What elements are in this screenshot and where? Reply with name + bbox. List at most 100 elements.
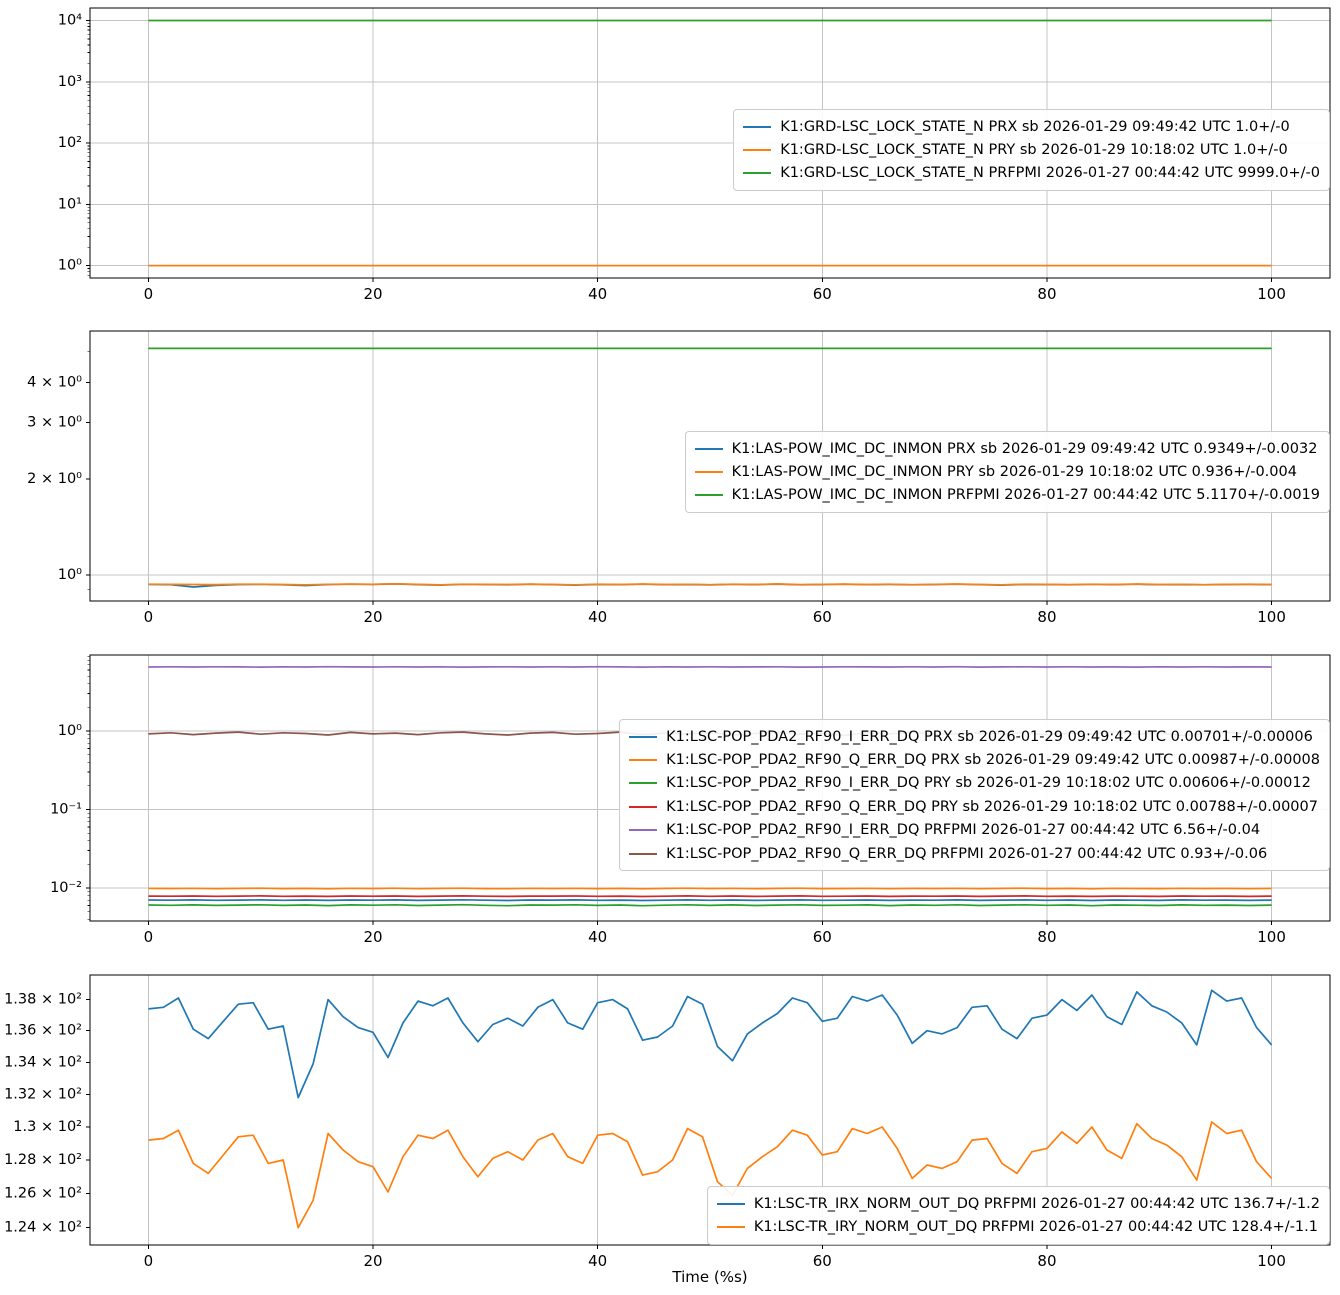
legend-line-swatch: [694, 494, 723, 497]
legend-line-swatch: [629, 829, 658, 832]
legend-line-swatch: [716, 1226, 745, 1229]
legend-entry: K1:LSC-TR_IRY_NORM_OUT_DQ PRFPMI 2026-01…: [716, 1215, 1320, 1238]
x-tick-label: 60: [813, 608, 832, 626]
x-tick-label: 0: [144, 608, 154, 626]
x-tick-label: 20: [363, 285, 382, 303]
legend-entry-label: K1:LAS-POW_IMC_DC_INMON PRFPMI 2026-01-2…: [731, 487, 1320, 504]
x-tick-label: 20: [363, 1252, 382, 1270]
legend-entry: K1:GRD-LSC_LOCK_STATE_N PRY sb 2026-01-2…: [743, 138, 1320, 161]
axes-frame-3: [89, 654, 1331, 922]
legend-plot-4: K1:LSC-TR_IRX_NORM_OUT_DQ PRFPMI 2026-01…: [706, 1186, 1330, 1245]
series-lsc-tr-irx-norm-out-dq-prfpmi: [148, 989, 1273, 1099]
x-tick-label: 80: [1037, 1252, 1056, 1270]
x-axis-label: Time (%s): [672, 1268, 748, 1286]
y-tick-label: 10¹: [58, 196, 82, 212]
x-tick-label: 40: [588, 928, 607, 946]
legend-entry: K1:LAS-POW_IMC_DC_INMON PRFPMI 2026-01-2…: [694, 484, 1320, 507]
legend-entry: K1:LAS-POW_IMC_DC_INMON PRX sb 2026-01-2…: [694, 437, 1320, 460]
legend-line-swatch: [743, 172, 772, 175]
legend-entry-label: K1:GRD-LSC_LOCK_STATE_N PRY sb 2026-01-2…: [780, 142, 1288, 159]
legend-entry: K1:LSC-POP_PDA2_RF90_I_ERR_DQ PRX sb 202…: [629, 725, 1320, 748]
legend-entry-label: K1:LSC-POP_PDA2_RF90_Q_ERR_DQ PRX sb 202…: [666, 752, 1320, 769]
series-lsc-pop-pda2-rf90-q-err-dq-prx: [148, 887, 1272, 890]
x-tick-label: 20: [363, 928, 382, 946]
y-tick-label: 10⁻¹: [50, 802, 82, 818]
legend-entry-label: K1:LAS-POW_IMC_DC_INMON PRY sb 2026-01-2…: [731, 464, 1297, 481]
x-tick-label: 20: [363, 608, 382, 626]
series-las-pow-imc-dc-inmon-pry: [148, 582, 1272, 586]
series-lsc-tr-iry-norm-out-dq-prfpmi: [148, 1121, 1273, 1229]
legend-entry: K1:LSC-POP_PDA2_RF90_Q_ERR_DQ PRFPMI 202…: [629, 842, 1320, 865]
legend-entry-label: K1:LSC-TR_IRY_NORM_OUT_DQ PRFPMI 2026-01…: [753, 1219, 1318, 1236]
x-tick-label: 80: [1037, 608, 1056, 626]
y-tick-label: 10⁻²: [50, 880, 82, 896]
x-tick-label: 100: [1257, 285, 1286, 303]
x-tick-label: 100: [1257, 608, 1286, 626]
y-tick-label: 1.34 × 10²: [4, 1054, 82, 1070]
axes-frame-4: [89, 974, 1331, 1246]
legend-entry-label: K1:LSC-TR_IRX_NORM_OUT_DQ PRFPMI 2026-01…: [753, 1195, 1320, 1212]
legend-entry: K1:GRD-LSC_LOCK_STATE_N PRFPMI 2026-01-2…: [743, 162, 1320, 185]
y-tick-label: 3 × 10⁰: [27, 415, 82, 431]
legend-entry-label: K1:LAS-POW_IMC_DC_INMON PRX sb 2026-01-2…: [731, 440, 1318, 457]
y-tick-label: 1.38 × 10²: [4, 992, 82, 1008]
x-tick-label: 60: [813, 1252, 832, 1270]
y-tick-label: 1.32 × 10²: [4, 1086, 82, 1102]
y-tick-label: 4 × 10⁰: [27, 375, 82, 391]
axes-frame-1: [89, 7, 1331, 279]
x-tick-label: 80: [1037, 928, 1056, 946]
legend-line-swatch: [629, 735, 658, 738]
y-tick-label: 1.26 × 10²: [4, 1186, 82, 1202]
x-tick-label: 60: [813, 928, 832, 946]
series-lsc-pop-pda2-rf90-i-err-dq-pry: [148, 903, 1272, 907]
x-tick-label: 100: [1257, 928, 1286, 946]
legend-entry-label: K1:LSC-POP_PDA2_RF90_I_ERR_DQ PRX sb 202…: [666, 728, 1313, 745]
legend-line-swatch: [743, 125, 772, 128]
legend-entry: K1:LSC-POP_PDA2_RF90_I_ERR_DQ PRY sb 202…: [629, 772, 1320, 795]
legend-entry: K1:LSC-POP_PDA2_RF90_Q_ERR_DQ PRX sb 202…: [629, 748, 1320, 771]
x-tick-label: 0: [144, 928, 154, 946]
legend-entry: K1:LSC-TR_IRX_NORM_OUT_DQ PRFPMI 2026-01…: [716, 1192, 1320, 1215]
axes-frame-2: [89, 330, 1331, 602]
x-tick-label: 100: [1257, 1252, 1286, 1270]
x-tick-label: 40: [588, 608, 607, 626]
legend-plot-2: K1:LAS-POW_IMC_DC_INMON PRX sb 2026-01-2…: [684, 431, 1330, 514]
legend-entry: K1:LSC-POP_PDA2_RF90_Q_ERR_DQ PRY sb 202…: [629, 795, 1320, 818]
legend-entry-label: K1:LSC-POP_PDA2_RF90_Q_ERR_DQ PRY sb 202…: [666, 798, 1318, 815]
y-tick-label: 10³: [58, 74, 82, 90]
legend-line-swatch: [629, 805, 658, 808]
y-tick-label: 10²: [58, 135, 82, 151]
legend-entry-label: K1:GRD-LSC_LOCK_STATE_N PRFPMI 2026-01-2…: [780, 165, 1320, 182]
y-tick-label: 10⁰: [58, 567, 82, 583]
x-tick-label: 0: [144, 285, 154, 303]
legend-line-swatch: [629, 782, 658, 785]
y-tick-label: 10⁴: [58, 13, 82, 29]
x-tick-label: 40: [588, 1252, 607, 1270]
legend-entry: K1:LSC-POP_PDA2_RF90_I_ERR_DQ PRFPMI 202…: [629, 819, 1320, 842]
legend-line-swatch: [743, 149, 772, 152]
legend-plot-1: K1:GRD-LSC_LOCK_STATE_N PRX sb 2026-01-2…: [733, 109, 1330, 192]
legend-line-swatch: [694, 447, 723, 450]
legend-entry: K1:LAS-POW_IMC_DC_INMON PRY sb 2026-01-2…: [694, 460, 1320, 483]
y-tick-label: 10⁰: [58, 258, 82, 274]
series-lsc-pop-pda2-rf90-i-err-dq-prx: [148, 898, 1272, 902]
x-tick-label: 60: [813, 285, 832, 303]
y-tick-label: 1.36 × 10²: [4, 1023, 82, 1039]
legend-line-swatch: [629, 852, 658, 855]
legend-entry: K1:GRD-LSC_LOCK_STATE_N PRX sb 2026-01-2…: [743, 115, 1320, 138]
legend-plot-3: K1:LSC-POP_PDA2_RF90_I_ERR_DQ PRX sb 202…: [619, 719, 1330, 872]
x-tick-label: 40: [588, 285, 607, 303]
legend-line-swatch: [629, 759, 658, 762]
y-tick-label: 1.28 × 10²: [4, 1152, 82, 1168]
y-tick-label: 1.3 × 10²: [13, 1119, 82, 1135]
legend-entry-label: K1:LSC-POP_PDA2_RF90_I_ERR_DQ PRY sb 202…: [666, 775, 1311, 792]
legend-line-swatch: [716, 1202, 745, 1205]
legend-entry-label: K1:LSC-POP_PDA2_RF90_I_ERR_DQ PRFPMI 202…: [666, 822, 1261, 839]
y-tick-label: 2 × 10⁰: [27, 471, 82, 487]
y-tick-label: 10⁰: [58, 723, 82, 739]
legend-line-swatch: [694, 471, 723, 474]
legend-entry-label: K1:LSC-POP_PDA2_RF90_Q_ERR_DQ PRFPMI 202…: [666, 845, 1268, 862]
x-tick-label: 0: [144, 1252, 154, 1270]
